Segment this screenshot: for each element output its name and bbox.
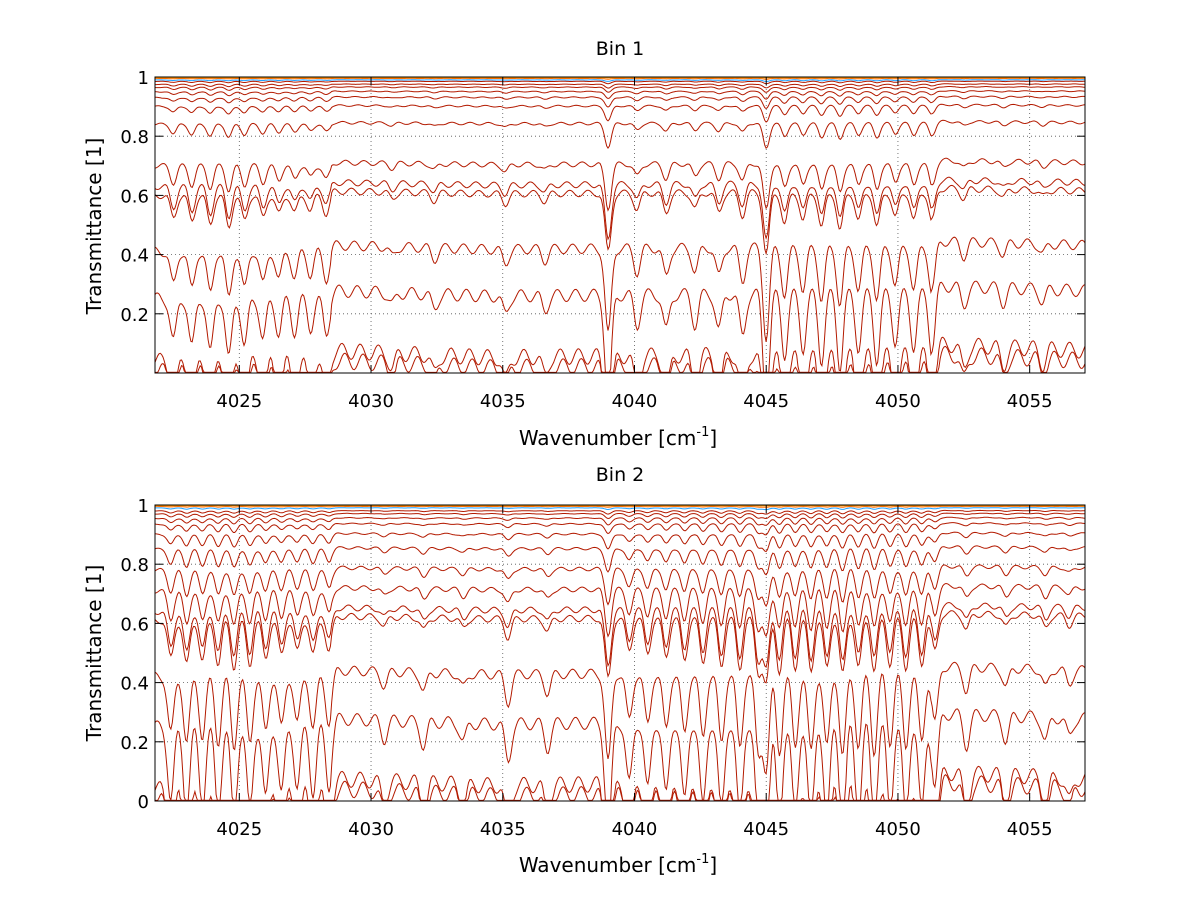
x-tick-label: 4030 xyxy=(348,819,394,840)
spectrum-line xyxy=(154,280,1086,373)
spectrum-line xyxy=(155,512,1085,520)
x-tick-label: 4030 xyxy=(348,391,394,412)
x-tick-label: 4050 xyxy=(875,819,921,840)
x-tick-label: 4025 xyxy=(216,819,262,840)
y-tick-label: 1 xyxy=(138,496,149,517)
spectrum-line xyxy=(154,236,1086,342)
spectrum-line xyxy=(154,661,1086,776)
y-tick-label: 0.4 xyxy=(120,674,149,695)
y-tick-label: 0.2 xyxy=(120,733,149,754)
ticks: 4025 4030 4035 4040 4045 4050 4055 0 0.2 0.4 0.6 0.… xyxy=(120,496,1085,840)
y-tick-label: 0.6 xyxy=(120,614,149,635)
y-axis-label: Transmittance [1] xyxy=(82,565,106,743)
spectrum-line xyxy=(155,79,1085,83)
spectrum-line xyxy=(154,531,1086,553)
spectrum-line xyxy=(154,157,1086,212)
x-tick-label: 4035 xyxy=(480,819,526,840)
grid xyxy=(155,76,1085,373)
y-tick-label: 1 xyxy=(138,68,149,89)
x-tick-label: 4055 xyxy=(1007,391,1053,412)
axes-box xyxy=(154,504,1086,802)
spectrum-line xyxy=(154,176,1086,241)
spectrum-line xyxy=(155,83,1085,89)
spectrum-line xyxy=(154,90,1086,100)
spectrum-line xyxy=(155,509,1086,515)
x-tick-label: 4055 xyxy=(1007,819,1053,840)
y-axis-label: Transmittance [1] xyxy=(82,138,106,316)
spectrum-line xyxy=(154,516,1086,526)
x-axis-label: Wavenumber [cm-1] xyxy=(519,425,717,450)
x-tick-label: 4035 xyxy=(480,391,526,412)
spectrum-line xyxy=(155,505,1085,508)
spectrum-line xyxy=(154,583,1086,638)
x-axis-label: Wavenumber [cm-1] xyxy=(519,852,717,877)
spectrum-line xyxy=(154,86,1085,93)
y-tick-label: 0.8 xyxy=(120,555,149,576)
spectrum-line xyxy=(154,708,1086,802)
spectrum-line xyxy=(154,765,1086,801)
spectrum-line xyxy=(154,602,1086,669)
spectrum-line xyxy=(155,80,1085,85)
chart-bin-2: Bin 2 4025 4030 4035 4040 4045 4050 4055 0 0.2 0.… xyxy=(82,464,1086,877)
spectrum-line xyxy=(154,545,1086,576)
spectrum-line xyxy=(154,564,1086,608)
y-tick-label: 0.8 xyxy=(120,127,149,148)
spectrum-line xyxy=(154,610,1086,684)
spectrum-line xyxy=(155,507,1085,511)
x-tick-label: 4025 xyxy=(216,391,262,412)
chart-title: Bin 1 xyxy=(596,38,644,60)
y-tick-label: 0.2 xyxy=(120,305,149,326)
chart-bin-1: Bin 1 4025 4030 4035 4040 4045 4050 4055 0.2 0.4… xyxy=(82,38,1086,450)
spectrum-line xyxy=(154,184,1086,256)
x-tick-label: 4040 xyxy=(612,819,658,840)
spectrum-line xyxy=(155,77,1085,80)
spectrum-line xyxy=(154,522,1086,536)
x-tick-label: 4045 xyxy=(743,819,789,840)
y-tick-label: 0.6 xyxy=(120,186,149,207)
spectrum-line xyxy=(154,103,1086,123)
y-tick-label: 0.4 xyxy=(120,246,149,267)
axes-box xyxy=(154,76,1086,374)
chart-title: Bin 2 xyxy=(596,464,644,486)
spectrum-line xyxy=(155,345,1086,373)
spectra-lines xyxy=(154,505,1086,802)
spectrum-line xyxy=(155,95,1086,110)
spectrum-line xyxy=(154,336,1086,373)
x-tick-label: 4045 xyxy=(743,391,789,412)
ticks: 4025 4030 4035 4040 4045 4050 4055 0.2 0.4 0.6 0.8… xyxy=(120,68,1085,412)
spectra-lines xyxy=(154,77,1086,373)
x-tick-label: 4040 xyxy=(612,391,658,412)
y-tick-label: 0 xyxy=(138,792,149,813)
spectrum-line xyxy=(154,119,1086,150)
x-tick-label: 4050 xyxy=(875,391,921,412)
